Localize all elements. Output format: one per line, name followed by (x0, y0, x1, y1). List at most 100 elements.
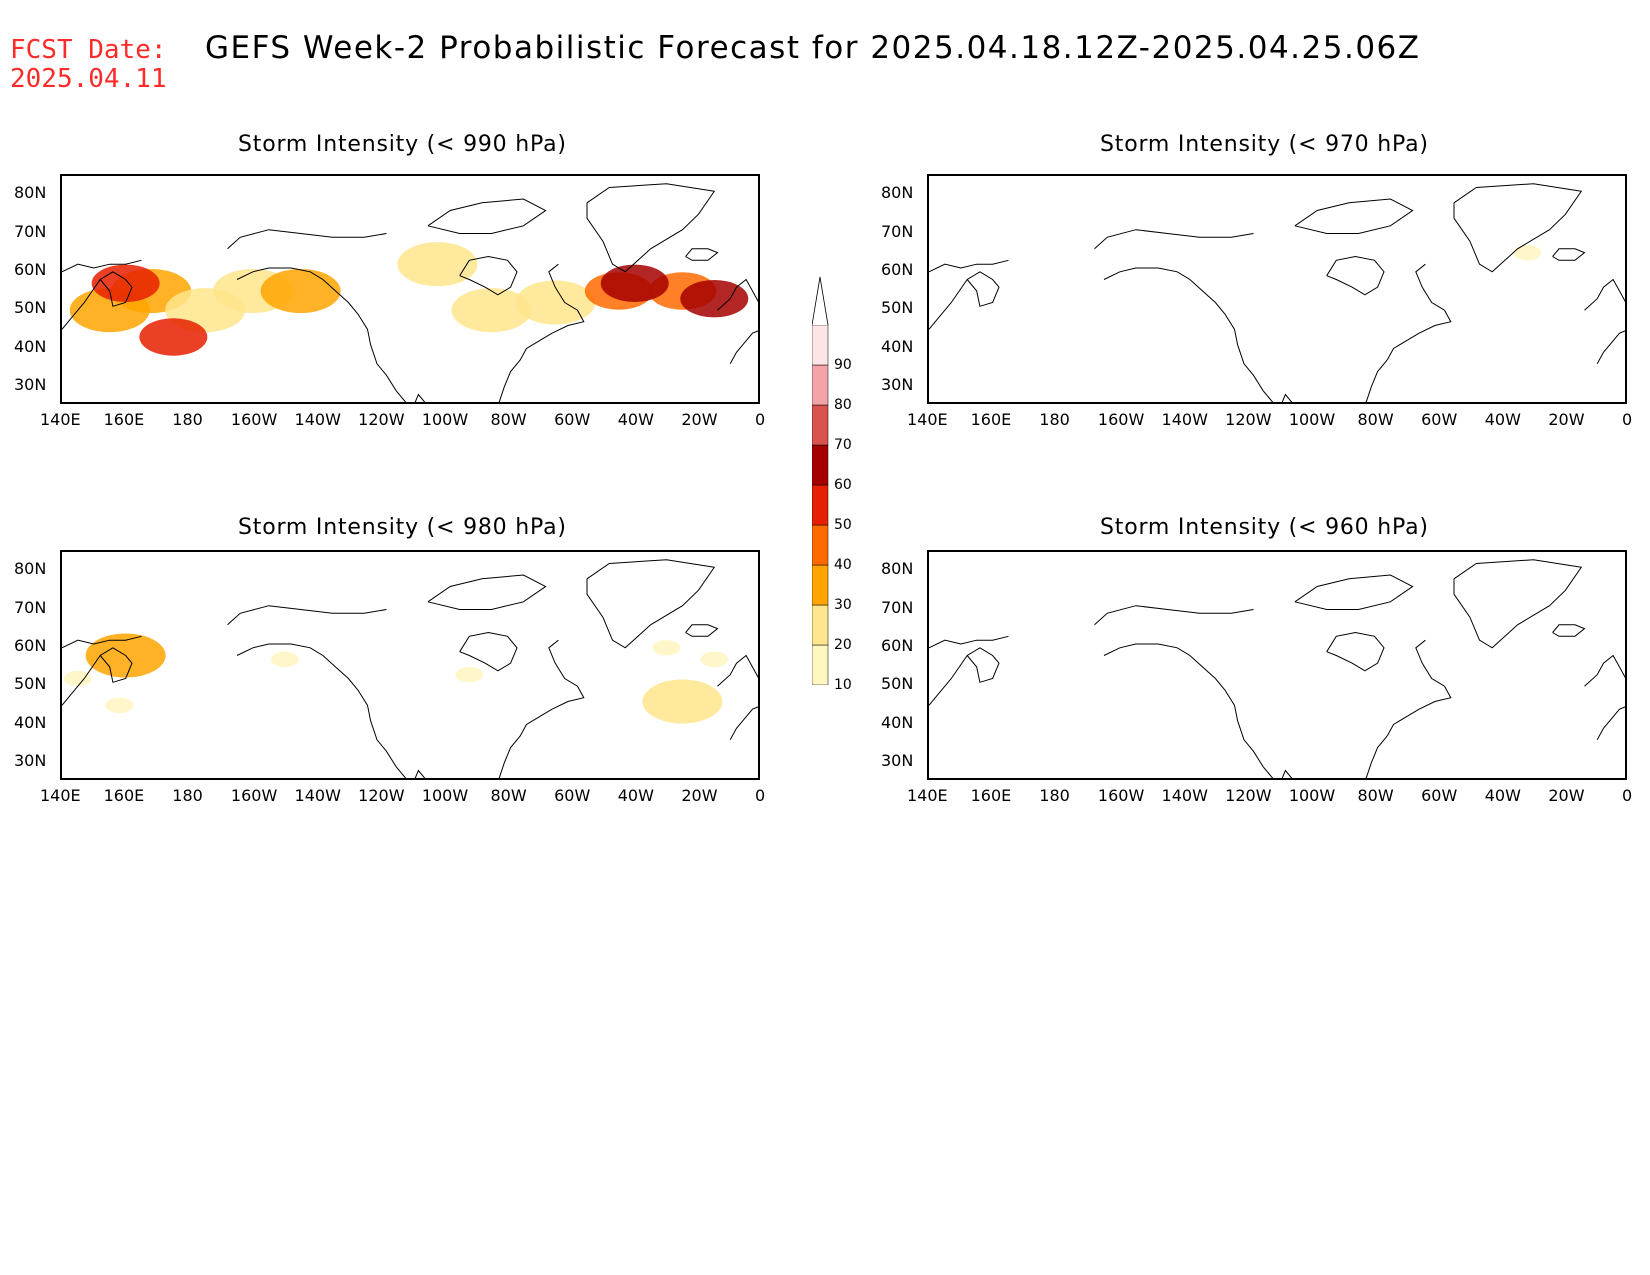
probability-area (105, 697, 134, 714)
forecast-date-block: FCST Date: 2025.04.11 (10, 36, 167, 94)
probability-area (63, 670, 92, 687)
lat-tick-label: 70N (14, 221, 47, 241)
coastline (498, 639, 585, 778)
colorbar-level-label: 20 (834, 637, 852, 653)
lat-tick-label: 50N (881, 674, 914, 694)
coastline (1094, 605, 1254, 626)
probability-area (455, 666, 484, 683)
lat-tick-label: 70N (881, 597, 914, 617)
coastline (685, 248, 719, 261)
colorbar-level-label: 60 (834, 477, 852, 493)
coastline (498, 263, 585, 402)
coastline (459, 255, 518, 296)
coastline (1326, 255, 1385, 296)
lon-tick-label: 60W (1421, 410, 1458, 429)
coastline (729, 330, 758, 365)
coastline (717, 278, 758, 311)
lon-tick-label: 40W (617, 410, 654, 429)
coastline (1365, 639, 1452, 778)
panel-title-980: Storm Intensity (< 980 hPa) (238, 515, 567, 540)
lon-tick-label: 80W (1357, 786, 1394, 805)
lat-tick-label: 60N (881, 259, 914, 279)
lat-tick-label: 30N (881, 750, 914, 770)
coastline (427, 198, 547, 234)
probability-area (91, 264, 160, 303)
lat-tick-label: 40N (14, 712, 47, 732)
lon-tick-label: 140E (907, 786, 948, 805)
lat-tick-label: 50N (14, 674, 47, 694)
coastline (1453, 183, 1583, 273)
probability-area (515, 280, 596, 325)
coastline (227, 229, 387, 250)
lon-tick-label: 160E (970, 410, 1012, 429)
lon-tick-label: 140E (40, 410, 81, 429)
map-canvas (62, 559, 758, 778)
coastline (685, 624, 719, 637)
lat-tick-label: 30N (14, 750, 47, 770)
map-panel-990 (60, 174, 760, 404)
lon-tick-label: 80W (490, 786, 527, 805)
coastline (929, 647, 1000, 706)
lon-tick-label: 0 (1622, 786, 1633, 805)
probability-area (260, 269, 341, 313)
coastline (62, 259, 142, 273)
lon-tick-label: 100W (421, 786, 469, 805)
lon-tick-label: 160W (230, 786, 278, 805)
probability-area (139, 318, 208, 356)
lon-tick-label: 160E (103, 410, 145, 429)
lon-tick-label: 20W (681, 786, 718, 805)
forecast-date-label: FCST Date: (10, 35, 167, 65)
lon-tick-label: 160W (1097, 410, 1145, 429)
coastline (729, 706, 758, 741)
lon-tick-label: 140W (1161, 410, 1208, 429)
lon-tick-label: 120W (358, 410, 405, 429)
colorbar-max-arrow (811, 276, 829, 326)
page-title: GEFS Week-2 Probabilistic Forecast for 2… (205, 30, 1421, 66)
lon-tick-label: 180 (172, 786, 203, 805)
colorbar-level-label: 50 (834, 517, 852, 533)
coastline (62, 635, 142, 649)
coastline (1596, 330, 1625, 365)
coastline (459, 631, 518, 672)
lat-tick-label: 40N (881, 336, 914, 356)
lon-tick-label: 0 (1622, 410, 1633, 429)
lon-tick-label: 140W (1161, 786, 1208, 805)
lat-tick-label: 70N (881, 221, 914, 241)
lat-tick-label: 60N (881, 635, 914, 655)
lon-tick-label: 100W (421, 410, 469, 429)
colorbar-swatch (811, 644, 829, 686)
coastline (1453, 559, 1583, 649)
colorbar-swatch (811, 404, 829, 446)
lon-tick-label: 120W (358, 786, 405, 805)
lat-tick-label: 30N (881, 374, 914, 394)
lon-tick-label: 140W (294, 786, 341, 805)
lon-tick-label: 0 (755, 410, 766, 429)
coastline (929, 635, 1009, 649)
lon-tick-label: 0 (755, 786, 766, 805)
map-canvas (929, 183, 1625, 402)
lon-tick-label: 60W (554, 410, 591, 429)
lon-tick-label: 180 (1039, 410, 1070, 429)
probability-area (397, 242, 478, 287)
probability-area (642, 679, 723, 724)
probability-area (680, 279, 749, 318)
colorbar-swatch (811, 324, 829, 366)
lon-tick-label: 120W (1225, 786, 1272, 805)
colorbar-level-label: 30 (834, 597, 852, 613)
lat-tick-label: 80N (881, 183, 914, 203)
lat-tick-label: 80N (14, 559, 47, 579)
colorbar-level-label: 10 (834, 677, 852, 693)
coastline (1294, 574, 1414, 610)
coastline (1294, 198, 1414, 234)
lon-tick-label: 160E (103, 786, 145, 805)
panel-title-970: Storm Intensity (< 970 hPa) (1100, 132, 1429, 157)
coastline (929, 271, 1000, 330)
lon-tick-label: 140E (907, 410, 948, 429)
map-panel-970 (927, 174, 1627, 404)
lon-tick-label: 100W (1288, 786, 1336, 805)
coastline (1596, 706, 1625, 741)
coastline (1552, 624, 1586, 637)
probability-area (451, 288, 532, 333)
lon-tick-label: 180 (1039, 786, 1070, 805)
panel-title-960: Storm Intensity (< 960 hPa) (1100, 515, 1429, 540)
